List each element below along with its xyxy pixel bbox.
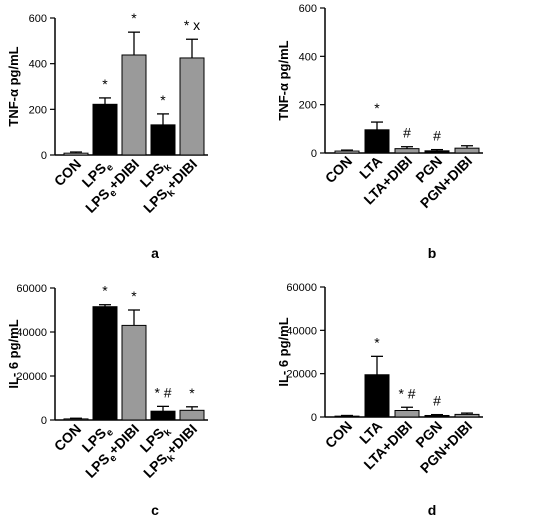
bar bbox=[179, 57, 205, 156]
significance-label: * # bbox=[398, 385, 415, 401]
y-tick-label: 200 bbox=[29, 104, 47, 116]
x-tick-label: CON bbox=[322, 153, 355, 186]
bar bbox=[424, 414, 450, 418]
significance-label: # bbox=[403, 125, 411, 141]
bar bbox=[179, 409, 205, 421]
bar bbox=[121, 54, 147, 156]
y-axis-label: IL- 6 pg/mL bbox=[276, 317, 291, 386]
significance-label: * bbox=[131, 10, 137, 26]
bar bbox=[63, 418, 89, 421]
panel-label: a bbox=[151, 245, 159, 261]
bar bbox=[394, 148, 420, 154]
y-tick-label: 0 bbox=[41, 415, 47, 427]
y-tick-label: 0 bbox=[41, 150, 47, 162]
y-axis-label: IL- 6 pg/mL bbox=[6, 319, 21, 388]
bar bbox=[150, 410, 176, 421]
panel-label: d bbox=[428, 502, 437, 518]
bar bbox=[92, 306, 118, 421]
significance-label: * bbox=[102, 76, 108, 92]
y-axis-label: TNF-α pg/mL bbox=[276, 40, 291, 120]
y-tick-label: 600 bbox=[29, 13, 47, 25]
bar bbox=[364, 374, 390, 418]
bar bbox=[63, 152, 89, 156]
y-tick-label: 40000 bbox=[16, 327, 47, 339]
x-tick-label: CON bbox=[322, 418, 355, 451]
y-tick-label: 0 bbox=[311, 412, 317, 424]
y-tick-label: 60000 bbox=[286, 282, 317, 294]
significance-label: * # bbox=[154, 384, 171, 400]
y-tick-label: 60000 bbox=[16, 283, 47, 295]
significance-label: * bbox=[102, 283, 108, 299]
significance-label: * bbox=[131, 288, 137, 304]
y-axis-label: TNF-α pg/mL bbox=[6, 46, 21, 126]
significance-label: * bbox=[374, 334, 380, 350]
y-tick-label: 200 bbox=[299, 100, 317, 112]
bar bbox=[334, 150, 360, 154]
bar bbox=[454, 413, 480, 418]
x-tick-label: CON bbox=[51, 421, 84, 454]
significance-label: * bbox=[160, 92, 166, 108]
bar bbox=[424, 150, 450, 154]
significance-label: * bbox=[374, 100, 380, 116]
significance-label: * bbox=[189, 385, 195, 401]
y-tick-label: 400 bbox=[299, 51, 317, 63]
x-tick-label: CON bbox=[51, 156, 84, 189]
bar bbox=[150, 124, 176, 156]
panel-label: c bbox=[151, 502, 159, 518]
y-tick-label: 20000 bbox=[16, 371, 47, 383]
bar bbox=[454, 147, 480, 154]
bar bbox=[334, 415, 360, 418]
y-tick-label: 0 bbox=[311, 148, 317, 160]
y-tick-label: 600 bbox=[299, 3, 317, 15]
y-tick-label: 20000 bbox=[286, 369, 317, 381]
bar bbox=[121, 324, 147, 421]
significance-label: * x bbox=[184, 17, 200, 33]
bar bbox=[92, 103, 118, 156]
bar bbox=[394, 410, 420, 418]
significance-label: # bbox=[433, 128, 441, 144]
significance-label: # bbox=[433, 393, 441, 409]
panel-label: b bbox=[428, 245, 437, 261]
bar bbox=[364, 129, 390, 154]
y-tick-label: 400 bbox=[29, 59, 47, 71]
y-tick-label: 40000 bbox=[286, 325, 317, 337]
